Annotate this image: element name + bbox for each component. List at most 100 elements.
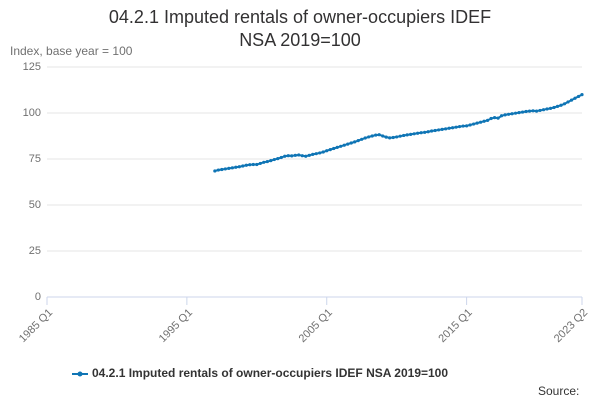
point [555, 104, 560, 108]
point [269, 159, 273, 163]
point [472, 122, 476, 126]
y-tick-label: 125 [23, 61, 41, 73]
y-tick-label: 100 [23, 107, 41, 119]
point [405, 133, 409, 137]
point [447, 126, 451, 130]
point [363, 136, 367, 140]
series-line [214, 93, 583, 172]
point [262, 160, 266, 164]
point [346, 142, 350, 146]
point [251, 162, 255, 167]
point [227, 166, 231, 170]
point [230, 166, 234, 170]
point [216, 168, 220, 172]
point [576, 94, 581, 99]
point [276, 157, 280, 161]
point [241, 164, 245, 168]
point [545, 107, 549, 111]
point [360, 137, 364, 141]
point [258, 161, 262, 166]
point [489, 116, 493, 121]
point [223, 167, 227, 171]
x-tick-label: 1985 Q1 [17, 307, 55, 345]
point [374, 133, 378, 137]
point [437, 128, 441, 132]
point [279, 155, 283, 160]
x-tick-label: 2023 Q2 [552, 307, 590, 345]
point [531, 109, 535, 113]
x-tick-label: 2015 Q1 [436, 307, 474, 345]
point [314, 152, 318, 156]
point [566, 100, 570, 104]
point [458, 125, 462, 129]
y-tick-label: 75 [29, 153, 41, 165]
point [335, 145, 339, 150]
y-tick-label: 25 [29, 245, 41, 257]
legend-label: 04.2.1 Imputed rentals of owner-occupier… [92, 366, 448, 380]
point [342, 143, 346, 147]
point [580, 93, 584, 97]
point [534, 109, 539, 113]
x-tick-label: 2005 Q1 [297, 307, 335, 345]
point [391, 135, 395, 140]
point [328, 148, 332, 152]
point [297, 153, 301, 157]
point [562, 102, 567, 106]
point [517, 111, 521, 115]
point [527, 109, 532, 113]
y-axis-label: Index, base year = 100 [10, 44, 133, 58]
point [248, 163, 252, 167]
point [513, 111, 518, 115]
point [548, 106, 553, 110]
y-tick-label: 50 [29, 199, 41, 211]
point [402, 133, 406, 138]
point [384, 135, 388, 139]
point [409, 132, 413, 136]
point [237, 165, 241, 169]
point [552, 105, 556, 110]
point [468, 123, 472, 127]
point [412, 132, 416, 136]
point [510, 112, 514, 116]
point [506, 112, 511, 116]
point [377, 133, 381, 137]
point [265, 159, 269, 164]
point [370, 134, 374, 138]
chart-title: 04.2.1 Imputed rentals of owner-occupier… [108, 7, 492, 50]
point [433, 128, 437, 133]
point [283, 154, 287, 158]
point [293, 153, 297, 157]
point [290, 154, 294, 158]
point [307, 153, 311, 157]
point [482, 119, 486, 123]
point [520, 110, 525, 114]
point [541, 108, 546, 112]
point [461, 124, 465, 128]
point [451, 126, 455, 130]
point [395, 135, 399, 139]
point [426, 130, 430, 134]
point [286, 154, 290, 158]
point [559, 103, 563, 107]
point [398, 134, 402, 138]
point [430, 129, 434, 133]
source: Source: [538, 384, 579, 398]
point [419, 131, 423, 135]
legend-marker [77, 371, 83, 377]
point [311, 152, 315, 156]
point [475, 121, 479, 125]
point [325, 149, 329, 153]
point [416, 131, 420, 135]
point [538, 108, 542, 113]
point [255, 162, 259, 167]
point [492, 116, 497, 120]
point [444, 127, 448, 131]
point [485, 118, 490, 122]
point [318, 151, 322, 155]
y-tick-label: 0 [35, 291, 41, 303]
point [381, 134, 385, 138]
point [213, 169, 217, 173]
point [454, 125, 458, 129]
